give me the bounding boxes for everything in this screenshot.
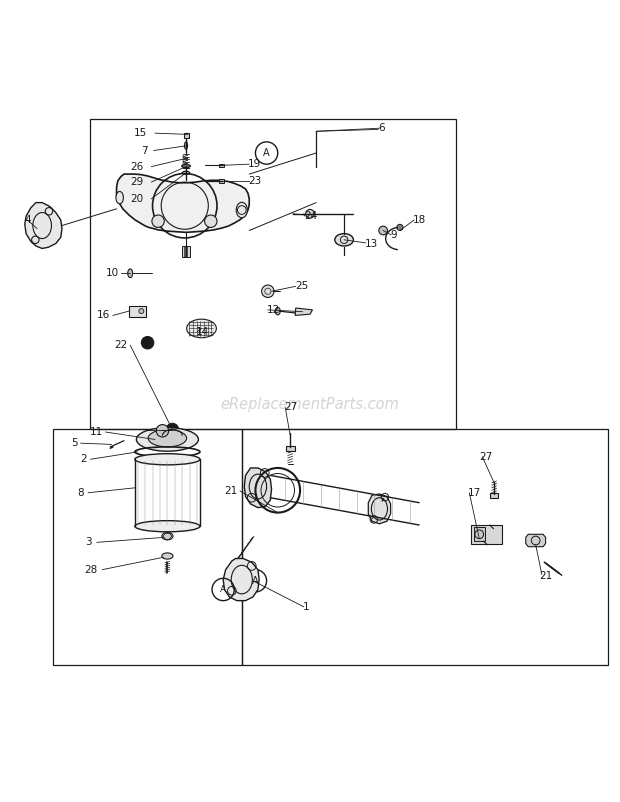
Text: 2: 2 <box>80 454 87 464</box>
Text: 6: 6 <box>378 124 385 133</box>
Bar <box>182 246 190 257</box>
Ellipse shape <box>236 202 247 218</box>
Text: A: A <box>264 148 270 158</box>
Ellipse shape <box>148 430 187 447</box>
Bar <box>286 446 294 451</box>
Ellipse shape <box>162 533 173 540</box>
Circle shape <box>397 225 403 230</box>
Text: A: A <box>220 585 226 594</box>
Bar <box>219 179 224 183</box>
Polygon shape <box>25 203 62 249</box>
Text: 11: 11 <box>90 427 103 437</box>
Text: 9: 9 <box>391 230 397 240</box>
Polygon shape <box>117 174 249 233</box>
Circle shape <box>139 309 144 314</box>
Ellipse shape <box>162 553 173 559</box>
Text: 12: 12 <box>267 305 280 315</box>
Text: 13: 13 <box>365 238 378 249</box>
Text: eReplacementParts.com: eReplacementParts.com <box>221 397 399 411</box>
Text: 26: 26 <box>131 162 144 172</box>
Circle shape <box>306 209 314 218</box>
Text: 10: 10 <box>106 269 119 278</box>
Bar <box>474 528 485 541</box>
Text: 7: 7 <box>141 145 148 156</box>
Polygon shape <box>295 308 312 315</box>
Ellipse shape <box>136 427 198 452</box>
Ellipse shape <box>185 142 187 149</box>
Bar <box>90 119 456 429</box>
Bar <box>490 492 498 498</box>
Circle shape <box>166 423 179 435</box>
Polygon shape <box>223 558 259 601</box>
Bar <box>219 164 224 168</box>
Text: 17: 17 <box>467 488 481 498</box>
Text: 18: 18 <box>413 215 426 225</box>
Circle shape <box>205 215 217 228</box>
Text: 27: 27 <box>284 402 297 412</box>
Text: 3: 3 <box>85 537 92 547</box>
Bar <box>242 429 608 665</box>
Text: 4: 4 <box>25 215 32 225</box>
Ellipse shape <box>182 164 190 168</box>
Ellipse shape <box>275 307 280 315</box>
Text: 28: 28 <box>85 565 98 575</box>
Text: 1: 1 <box>303 602 309 612</box>
Text: 14: 14 <box>196 326 209 337</box>
Text: 21: 21 <box>539 571 552 581</box>
Text: 8: 8 <box>78 488 84 498</box>
Ellipse shape <box>116 192 123 204</box>
Text: 25: 25 <box>295 282 308 291</box>
Text: 29: 29 <box>131 177 144 187</box>
Bar <box>53 429 242 665</box>
Circle shape <box>152 215 164 228</box>
Text: 15: 15 <box>135 128 148 138</box>
Polygon shape <box>368 494 391 524</box>
Ellipse shape <box>135 520 200 532</box>
Text: 20: 20 <box>131 194 144 204</box>
Bar <box>184 133 189 138</box>
Ellipse shape <box>187 319 216 338</box>
Circle shape <box>156 424 169 437</box>
Ellipse shape <box>335 233 353 246</box>
Text: 16: 16 <box>97 310 110 321</box>
Text: 24: 24 <box>304 211 317 221</box>
Text: 21: 21 <box>224 486 237 496</box>
Circle shape <box>379 226 388 235</box>
Ellipse shape <box>135 454 200 465</box>
Bar <box>471 525 502 544</box>
Polygon shape <box>244 468 272 508</box>
Bar <box>129 306 146 317</box>
Text: 19: 19 <box>248 159 261 169</box>
Circle shape <box>141 337 154 349</box>
Text: 22: 22 <box>114 340 127 350</box>
Text: 23: 23 <box>248 176 261 186</box>
Polygon shape <box>526 534 546 547</box>
Circle shape <box>262 285 274 298</box>
Ellipse shape <box>128 269 133 277</box>
Text: A: A <box>252 576 259 585</box>
Text: 5: 5 <box>71 438 78 448</box>
Text: 27: 27 <box>479 452 492 462</box>
